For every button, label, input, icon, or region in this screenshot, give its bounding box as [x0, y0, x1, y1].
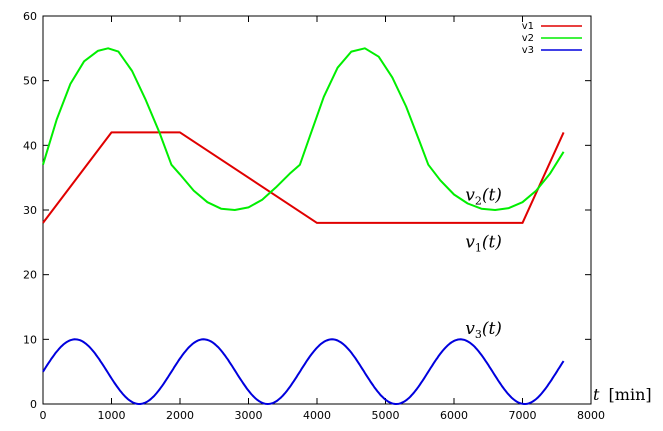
legend-label-v3: v3: [522, 45, 534, 56]
x-axis-label-var: t: [593, 385, 600, 404]
x-tick-label: 3000: [235, 409, 263, 422]
series-line-v1: [42, 131, 565, 224]
y-tick-label: 0: [30, 398, 37, 411]
x-tick-label: 0: [40, 409, 47, 422]
y-tick-label: 50: [23, 75, 37, 88]
annotation-v2: v2(t): [465, 185, 502, 207]
y-tick-label: 40: [23, 139, 37, 152]
x-tick-label: 1000: [98, 409, 126, 422]
x-tick-label: 4000: [303, 409, 331, 422]
y-tick-label: 60: [23, 10, 37, 23]
plot-axes: 0 1000 2000 3000 4000 5000 6000 7000 8000 0 10 20 30…: [23, 10, 605, 422]
x-axis-label: t [min]: [593, 385, 652, 404]
annotation-v1: v1(t): [465, 233, 502, 255]
series-line-v2: [42, 47, 565, 211]
x-tick-label: 6000: [440, 409, 468, 422]
plot-frame: [42, 15, 592, 405]
series-line-v3: [42, 338, 565, 405]
x-tick-label: 8000: [577, 409, 605, 422]
x-axis-label-unit: [min]: [609, 385, 652, 404]
annotations: v2(t) v1(t) v3(t): [465, 185, 502, 341]
y-tick-label: 10: [23, 333, 37, 346]
x-tick-label: 2000: [166, 409, 194, 422]
x-tick-label: 7000: [509, 409, 537, 422]
annotation-v3: v3(t): [465, 319, 502, 341]
legend-label-v2: v2: [522, 33, 534, 44]
y-tick-label: 20: [23, 269, 37, 282]
y-tick-label: 30: [23, 204, 37, 217]
series-layer: [42, 47, 565, 405]
legend-label-v1: v1: [522, 21, 534, 32]
x-tick-label: 5000: [372, 409, 400, 422]
